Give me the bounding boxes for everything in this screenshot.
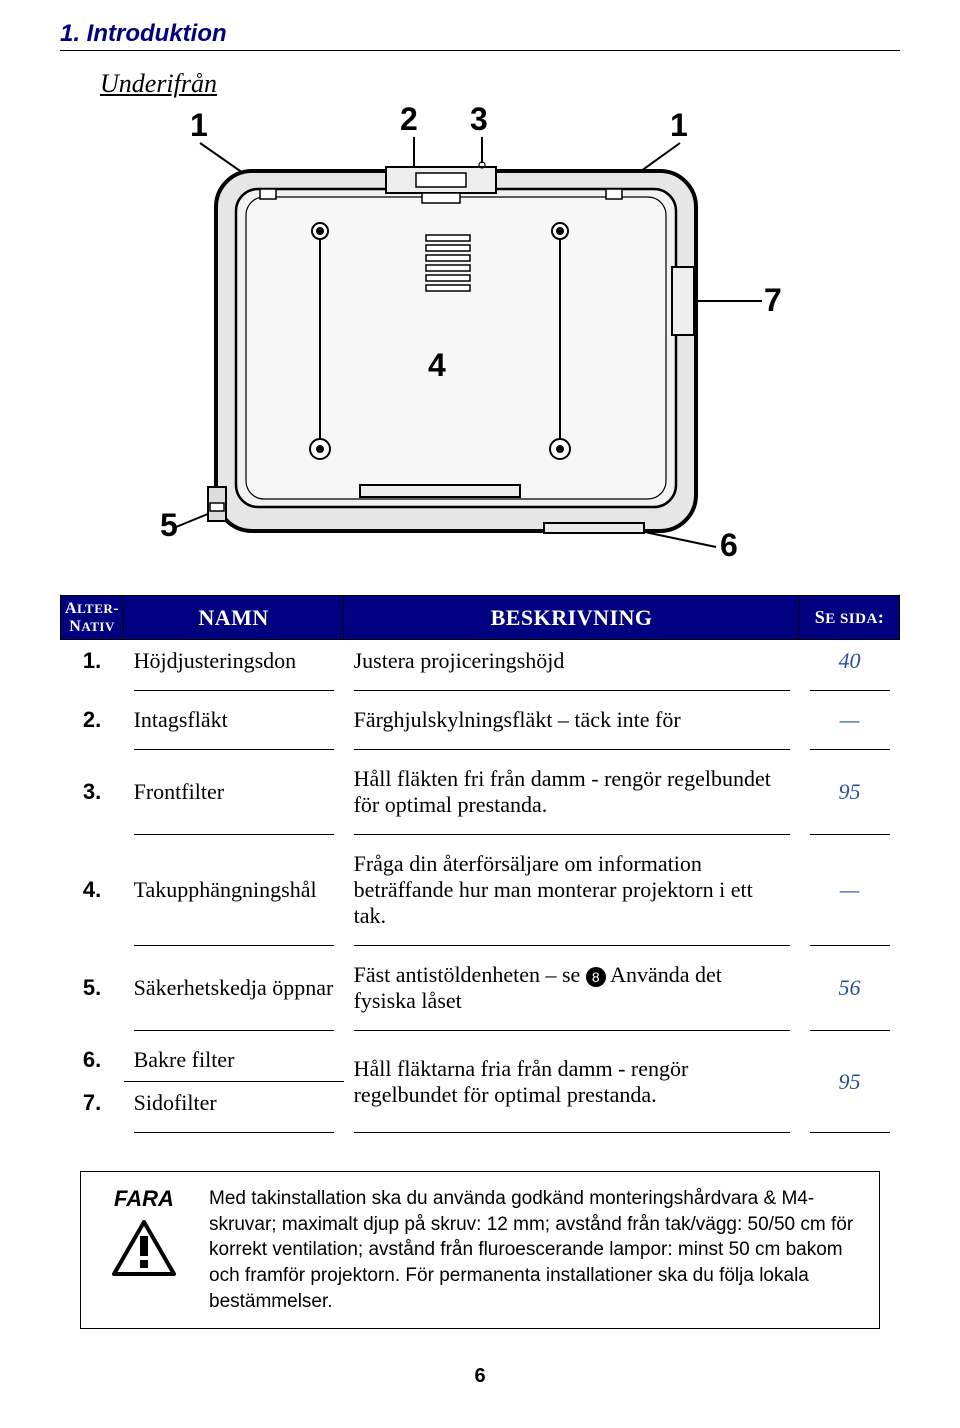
table-row: 6. Bakre filter Håll fläktarna fria från… xyxy=(61,1039,900,1082)
diagram: 1 2 3 1 7 4 5 6 xyxy=(160,107,800,567)
desc-pre: Fäst antistöldenheten – se xyxy=(354,962,586,987)
page-number: 6 xyxy=(60,1365,900,1388)
th-name: NAMN xyxy=(124,596,344,640)
row-desc: Håll fläkten fri från damm - rengör rege… xyxy=(344,758,800,826)
callout-4: 4 xyxy=(428,347,446,384)
callout-7: 7 xyxy=(764,282,782,319)
row-desc: Fäst antistöldenheten – se 8 Använda det… xyxy=(344,954,800,1022)
circled-number-icon: 8 xyxy=(586,967,606,987)
row-name: Sidofilter xyxy=(124,1082,344,1125)
row-num: 7. xyxy=(61,1082,124,1125)
danger-label: FARA xyxy=(99,1186,189,1212)
row-name: Takupphängningshål xyxy=(124,843,344,937)
row-page: 56 xyxy=(800,954,900,1022)
row-page: — xyxy=(800,843,900,937)
row-page: 40 xyxy=(800,640,900,683)
row-desc: Färghjulskylningsfläkt – täck inte för xyxy=(344,699,800,741)
callout-1-left: 1 xyxy=(190,107,208,144)
callout-5: 5 xyxy=(160,507,178,544)
row-name: Intagsfläkt xyxy=(124,699,344,741)
table-row: 3. Frontfilter Håll fläkten fri från dam… xyxy=(61,758,900,826)
table-row: 4. Takupphängningshål Fråga din återförs… xyxy=(61,843,900,937)
row-num: 3. xyxy=(61,758,124,826)
table-row: 5. Säkerhetskedja öppnar Fäst antistölde… xyxy=(61,954,900,1022)
row-name: Säkerhetskedja öppnar xyxy=(124,954,344,1022)
row-num: 2. xyxy=(61,699,124,741)
th-desc: BESKRIVNING xyxy=(344,596,800,640)
row-name: Frontfilter xyxy=(124,758,344,826)
row-num: 4. xyxy=(61,843,124,937)
row-num: 5. xyxy=(61,954,124,1022)
callout-2: 2 xyxy=(400,101,418,138)
row-name: Bakre filter xyxy=(124,1039,344,1082)
row-num: 1. xyxy=(61,640,124,683)
section-title: 1. Introduktion xyxy=(60,20,900,51)
row-page: — xyxy=(800,699,900,741)
row-desc: Justera projiceringshöjd xyxy=(344,640,800,683)
row-desc: Fråga din återförsäljare om information … xyxy=(344,843,800,937)
subtitle: Underifrån xyxy=(100,69,900,99)
th-page: SE SIDA: xyxy=(800,596,900,640)
row-name: Höjdjusteringsdon xyxy=(124,640,344,683)
danger-text: Med takinstallation ska du använda godkä… xyxy=(209,1186,861,1314)
row-page: 95 xyxy=(800,758,900,826)
th-num: ALTER-NATIV xyxy=(61,596,124,640)
table-row: 2. Intagsfläkt Färghjulskylningsfläkt – … xyxy=(61,699,900,741)
row-desc-merged: Håll fläktarna fria från damm - rengör r… xyxy=(344,1039,800,1124)
callout-3: 3 xyxy=(470,101,488,138)
row-page-merged: 95 xyxy=(800,1039,900,1124)
callout-6: 6 xyxy=(720,527,738,564)
row-num: 6. xyxy=(61,1039,124,1082)
warning-triangle-icon xyxy=(112,1220,176,1276)
callout-1-right: 1 xyxy=(670,107,688,144)
danger-box: FARA Med takinstallation ska du använda … xyxy=(80,1171,880,1329)
table-row: 1. Höjdjusteringsdon Justera projicering… xyxy=(61,640,900,683)
projector-bottom-svg xyxy=(160,107,800,567)
parts-table: ALTER-NATIV NAMN BESKRIVNING SE SIDA: 1.… xyxy=(60,595,900,1141)
